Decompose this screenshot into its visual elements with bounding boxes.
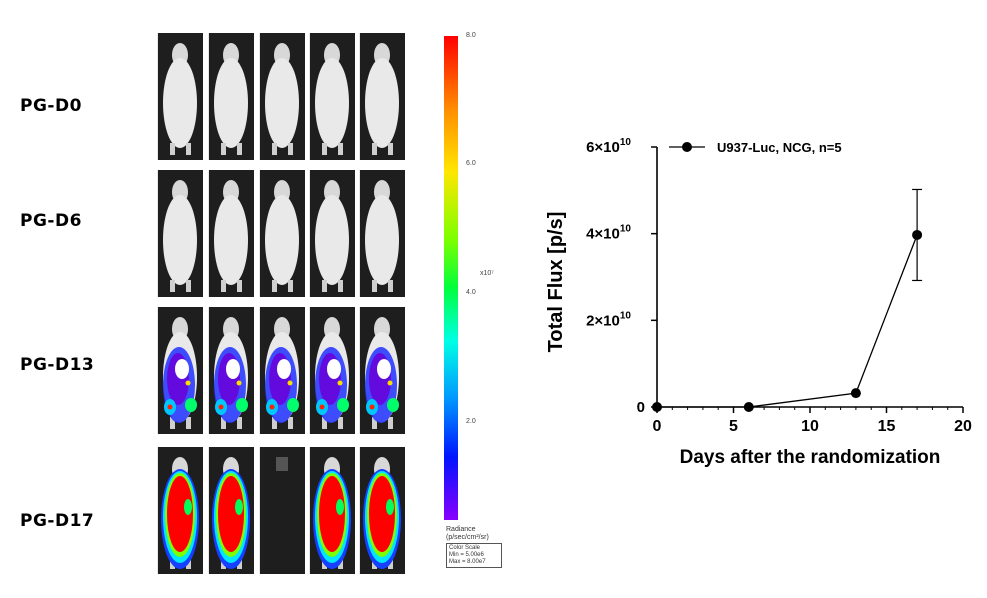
colorbar-title-line2: (p/sec/cm²/sr)	[446, 534, 489, 541]
y-tick-label: 6×1010	[586, 137, 631, 156]
x-axis-label: Days after the randomization	[680, 447, 941, 468]
mouse-image	[157, 33, 203, 160]
data-point	[912, 229, 923, 240]
imaging-strip-d0	[157, 33, 405, 160]
mouse-image	[259, 447, 305, 574]
mouse-image	[157, 170, 203, 297]
row-label-d0: PG-D0	[20, 96, 82, 116]
y-tick-label: 0	[637, 399, 645, 416]
mouse-image	[359, 170, 405, 297]
imaging-strip-d13	[157, 307, 405, 434]
y-axis-label: Total Flux [p/s]	[545, 212, 567, 353]
colorbar-tick-6: 6.0	[466, 160, 476, 167]
data-point	[850, 388, 861, 399]
x-tick-label: 0	[653, 418, 662, 435]
colorbar-title: Radiance (p/sec/cm²/sr)	[446, 526, 489, 542]
mouse-image	[309, 447, 355, 574]
colorbar-tick-2: 2.0	[466, 418, 476, 425]
mouse-image	[309, 307, 355, 434]
row-label-d6: PG-D6	[20, 211, 82, 231]
mouse-image	[359, 447, 405, 574]
mouse-image	[259, 307, 305, 434]
y-tick-label: 2×1010	[586, 310, 631, 329]
colorbar-scale-line2: Min = 5.00e6	[449, 552, 484, 558]
mouse-image	[208, 447, 254, 574]
series-line	[657, 234, 918, 408]
radiance-colorbar	[444, 36, 458, 520]
data-point	[743, 402, 754, 412]
mouse-image	[157, 307, 203, 434]
total-flux-chart: 0 5 10 15 20 0 2×1010 4×1010 6×1010 Days after th…	[545, 137, 972, 468]
x-tick-label: 5	[729, 418, 738, 435]
row-label-d13: PG-D13	[20, 355, 95, 375]
mouse-image	[208, 307, 254, 434]
x-tick-label: 10	[801, 418, 819, 435]
row-label-d17: PG-D17	[20, 511, 95, 531]
colorbar-scale-box: Color Scale Min = 5.00e6 Max = 8.00e7	[446, 543, 502, 568]
mouse-image	[208, 170, 254, 297]
mouse-image	[157, 447, 203, 574]
mouse-image	[259, 170, 305, 297]
colorbar-title-line1: Radiance	[446, 526, 476, 533]
legend-label: U937-Luc, NCG, n=5	[717, 140, 842, 155]
mouse-image	[259, 33, 305, 160]
data-point	[652, 402, 662, 412]
colorbar-scale-line3: Max = 8.00e7	[449, 559, 486, 565]
y-tick-label: 4×1010	[586, 224, 631, 243]
imaging-strip-d17	[157, 447, 405, 574]
x-tick-label: 20	[954, 418, 972, 435]
mouse-image	[309, 170, 355, 297]
mouse-image	[309, 33, 355, 160]
imaging-strip-d6	[157, 170, 405, 297]
x-tick-label: 15	[878, 418, 896, 435]
legend-marker	[682, 142, 692, 152]
mouse-image	[359, 33, 405, 160]
mouse-image	[208, 33, 254, 160]
colorbar-tick-8: 8.0	[466, 32, 476, 39]
colorbar-tick-4: 4.0	[466, 289, 476, 296]
colorbar-scale-line1: Color Scale	[449, 545, 481, 551]
mouse-image	[359, 307, 405, 434]
colorbar-exponent: x10⁷	[480, 270, 494, 277]
